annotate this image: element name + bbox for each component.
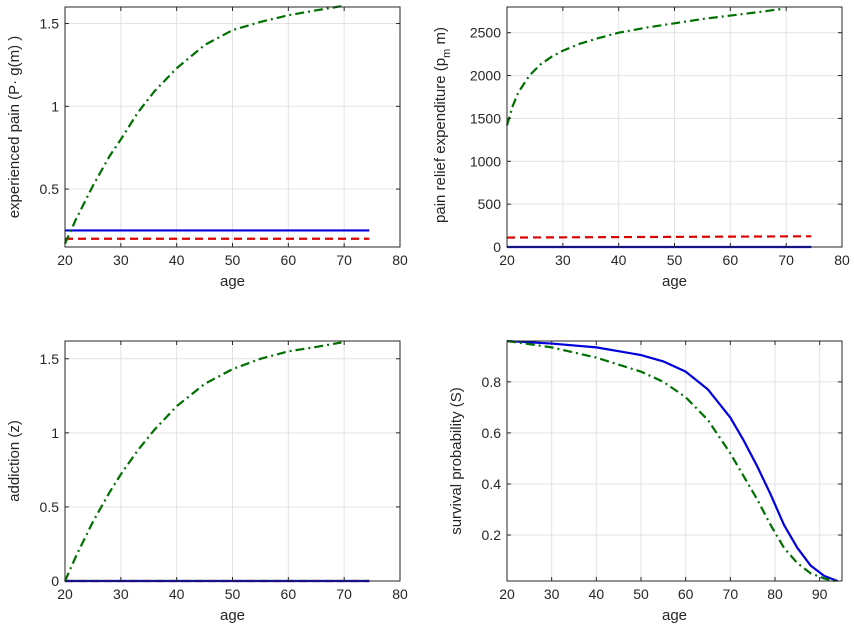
y-tick-label: 0 bbox=[51, 573, 59, 589]
x-tick-label: 20 bbox=[57, 252, 73, 268]
x-tick-label: 30 bbox=[113, 252, 129, 268]
axes-box bbox=[506, 340, 843, 582]
x-tick-label: 50 bbox=[225, 252, 241, 268]
x-axis-label: age bbox=[220, 273, 245, 290]
series-line-dashdot bbox=[63, 341, 342, 582]
x-tick-label: 60 bbox=[678, 586, 694, 602]
y-tick-label: 1.5 bbox=[40, 16, 60, 32]
x-tick-label: 80 bbox=[392, 252, 408, 268]
y-tick-label: 1.5 bbox=[40, 351, 60, 367]
x-tick-label: 70 bbox=[723, 586, 739, 602]
series-line-dashdot bbox=[63, 5, 342, 245]
y-axis-label: survival probability (S) bbox=[448, 387, 465, 535]
y-tick-label: 500 bbox=[478, 196, 502, 212]
x-tick-label: 40 bbox=[169, 586, 185, 602]
y-tick-label: 1500 bbox=[470, 110, 501, 126]
series-line-solid bbox=[506, 339, 838, 583]
x-tick-label: 40 bbox=[611, 252, 627, 268]
pain-relief-expenditure-panel: 20 30 40 50 60 70 80 0 500 1000 1500 2000 2500 age pai… bbox=[432, 6, 850, 290]
x-tick-label: 20 bbox=[499, 252, 515, 268]
x-tick-label: 40 bbox=[589, 586, 605, 602]
x-tick-label: 60 bbox=[281, 586, 297, 602]
y-tick-label: 0.5 bbox=[40, 181, 60, 197]
series-line-dashed bbox=[506, 235, 812, 239]
x-axis-label: age bbox=[662, 273, 687, 290]
addiction-panel: 20 30 40 50 60 70 80 0 0.5 1 1.5 age addiction (z) bbox=[6, 340, 408, 624]
y-tick-label: 0.4 bbox=[482, 476, 502, 492]
x-tick-label: 20 bbox=[57, 586, 73, 602]
x-tick-label: 20 bbox=[499, 586, 515, 602]
experienced-pain-panel: 20 30 40 50 60 70 80 0.5 1 1.5 age experienced pain… bbox=[6, 5, 408, 290]
y-tick-label: 0 bbox=[493, 239, 501, 255]
x-tick-label: 80 bbox=[392, 586, 408, 602]
y-tick-label: 1000 bbox=[470, 153, 501, 169]
y-tick-label: 0.6 bbox=[482, 425, 502, 441]
y-axis-label: experienced pain (P· g(m) ) bbox=[6, 36, 23, 219]
x-tick-label: 70 bbox=[336, 252, 352, 268]
y-tick-label: 2500 bbox=[470, 25, 501, 41]
y-axis-label: pain relief expenditure (pm m) bbox=[432, 27, 453, 223]
y-axis-label-tail: m) bbox=[432, 27, 449, 49]
x-tick-label: 50 bbox=[225, 586, 241, 602]
x-axis-label: age bbox=[220, 607, 245, 624]
y-tick-label: 0.8 bbox=[482, 374, 502, 390]
x-tick-label: 40 bbox=[169, 252, 185, 268]
y-axis-label-subscript: m bbox=[441, 49, 453, 58]
y-axis-label: addiction (z) bbox=[6, 420, 23, 502]
x-tick-label: 80 bbox=[834, 252, 850, 268]
y-tick-label: 2000 bbox=[470, 68, 501, 84]
y-tick-label: 0.2 bbox=[482, 527, 502, 543]
survival-probability-panel: 20 30 40 50 60 70 80 90 0.2 0.4 0.6 0.8 age survival … bbox=[448, 339, 843, 624]
series-line-dashdot bbox=[506, 339, 836, 583]
x-tick-label: 90 bbox=[812, 586, 828, 602]
x-tick-label: 80 bbox=[767, 586, 783, 602]
x-tick-label: 30 bbox=[555, 252, 571, 268]
x-tick-label: 70 bbox=[336, 586, 352, 602]
x-tick-label: 60 bbox=[281, 252, 297, 268]
series-line-dashdot bbox=[505, 7, 784, 126]
x-tick-label: 30 bbox=[544, 586, 560, 602]
y-tick-label: 1 bbox=[51, 425, 59, 441]
x-tick-label: 50 bbox=[633, 586, 649, 602]
y-tick-label: 1 bbox=[51, 98, 59, 114]
x-tick-label: 60 bbox=[723, 252, 739, 268]
y-tick-label: 0.5 bbox=[40, 499, 60, 515]
x-tick-label: 70 bbox=[778, 252, 794, 268]
y-axis-label-main: pain relief expenditure (p bbox=[432, 58, 449, 223]
x-tick-label: 30 bbox=[113, 586, 129, 602]
x-tick-label: 50 bbox=[667, 252, 683, 268]
x-axis-label: age bbox=[662, 607, 687, 624]
